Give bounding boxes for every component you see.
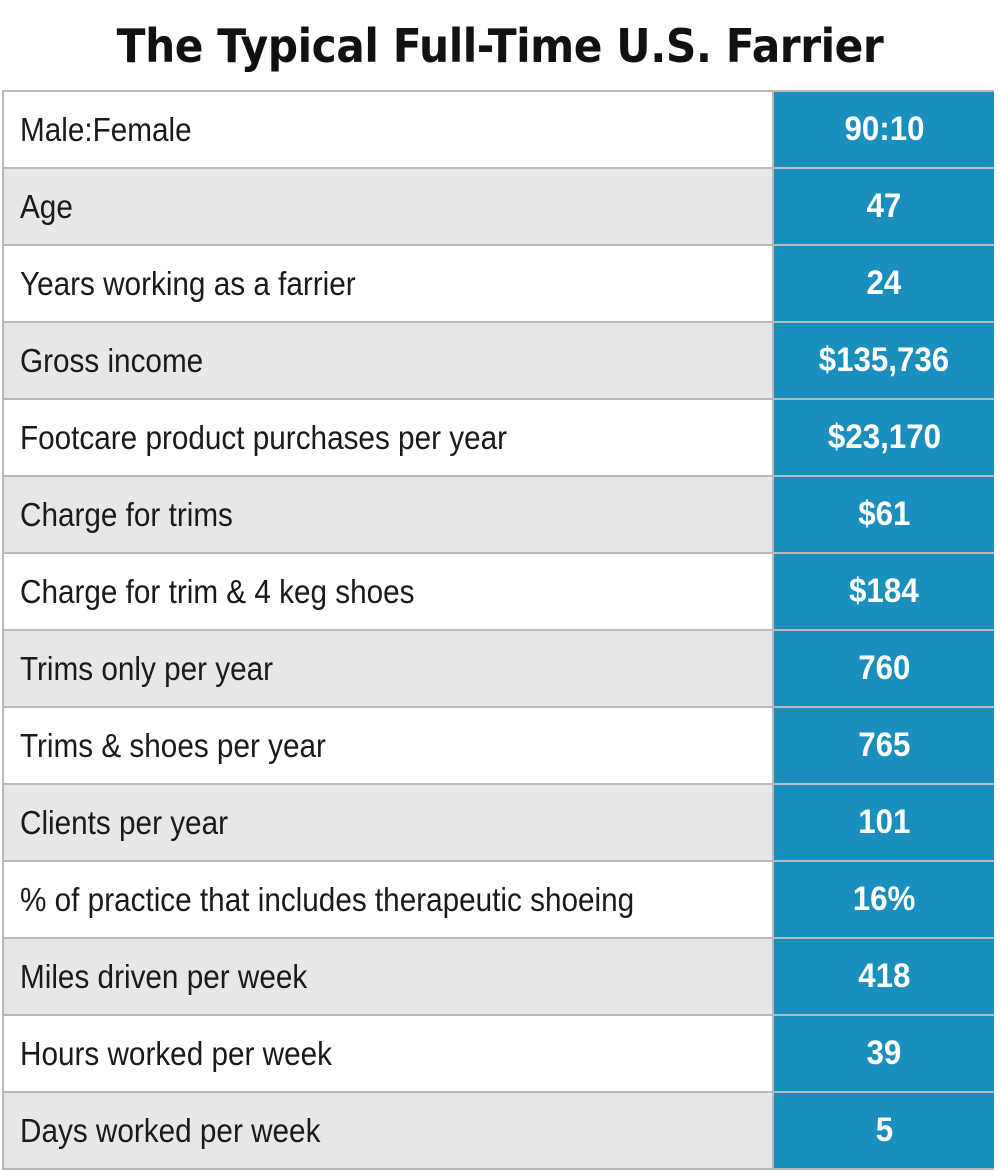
row-label-cell: Days worked per week	[2, 1093, 772, 1168]
row-value-cell: 765	[772, 708, 994, 783]
page-title: The Typical Full-Time U.S. Farrier	[116, 19, 884, 73]
row-value-cell: 47	[772, 169, 994, 244]
table-row: % of practice that includes therapeutic …	[2, 862, 994, 939]
table-row: Years working as a farrier 24	[2, 246, 994, 323]
row-value: 101	[857, 803, 911, 841]
row-label: Hours worked per week	[20, 1034, 332, 1072]
row-value: 16%	[852, 880, 916, 918]
row-label-cell: Footcare product purchases per year	[2, 400, 772, 475]
row-label: Miles driven per week	[20, 957, 308, 995]
row-label-cell: Male:Female	[2, 92, 772, 167]
table-row: Gross income $135,736	[2, 323, 994, 400]
row-label: Gross income	[20, 341, 204, 379]
row-label-cell: Trims & shoes per year	[2, 708, 772, 783]
table-row: Footcare product purchases per year $23,…	[2, 400, 994, 477]
row-value: 90:10	[843, 110, 925, 148]
row-label: % of practice that includes therapeutic …	[20, 880, 635, 918]
row-label: Trims & shoes per year	[20, 726, 326, 764]
row-label-cell: Clients per year	[2, 785, 772, 860]
row-label: Male:Female	[20, 110, 192, 148]
row-label-cell: Charge for trims	[2, 477, 772, 552]
row-label: Years working as a farrier	[20, 264, 356, 302]
table-row: Age 47	[2, 169, 994, 246]
table-row: Male:Female 90:10	[2, 92, 994, 169]
row-label: Footcare product purchases per year	[20, 418, 508, 456]
row-value: 760	[857, 649, 911, 687]
table-row: Trims & shoes per year 765	[2, 708, 994, 785]
table-row: Charge for trims $61	[2, 477, 994, 554]
row-value: 47	[866, 187, 902, 225]
row-label-cell: Age	[2, 169, 772, 244]
row-value: $23,170	[827, 418, 941, 456]
row-value: $184	[849, 572, 919, 610]
row-value-cell: 101	[772, 785, 994, 860]
row-value: 24	[866, 264, 902, 302]
row-label-cell: Years working as a farrier	[2, 246, 772, 321]
row-value: $61	[857, 495, 911, 533]
row-label-cell: Gross income	[2, 323, 772, 398]
row-label: Trims only per year	[20, 649, 274, 687]
row-value-cell: 39	[772, 1016, 994, 1091]
row-label: Days worked per week	[20, 1111, 321, 1149]
row-value: 39	[866, 1034, 902, 1072]
row-value-cell: $184	[772, 554, 994, 629]
row-label: Charge for trims	[20, 495, 233, 533]
row-label: Charge for trim & 4 keg shoes	[20, 572, 415, 610]
table-row: Clients per year 101	[2, 785, 994, 862]
row-value-cell: $61	[772, 477, 994, 552]
row-value-cell: 24	[772, 246, 994, 321]
row-label-cell: Hours worked per week	[2, 1016, 772, 1091]
table-row: Charge for trim & 4 keg shoes $184	[2, 554, 994, 631]
row-value: $135,736	[818, 341, 950, 379]
row-label: Clients per year	[20, 803, 228, 841]
row-value: 418	[857, 957, 911, 995]
table-row: Trims only per year 760	[2, 631, 994, 708]
row-value-cell: 5	[772, 1093, 994, 1168]
row-label-cell: Miles driven per week	[2, 939, 772, 1014]
row-label-cell: Charge for trim & 4 keg shoes	[2, 554, 772, 629]
table-row: Hours worked per week 39	[2, 1016, 994, 1093]
row-value-cell: 418	[772, 939, 994, 1014]
stats-table: Male:Female 90:10 Age 47 Years working a…	[2, 90, 994, 1170]
row-value: 5	[875, 1111, 893, 1149]
row-value-cell: $135,736	[772, 323, 994, 398]
table-row: Miles driven per week 418	[2, 939, 994, 1016]
table-row: Days worked per week 5	[2, 1093, 994, 1170]
row-value-cell: $23,170	[772, 400, 994, 475]
row-label-cell: Trims only per year	[2, 631, 772, 706]
row-label-cell: % of practice that includes therapeutic …	[2, 862, 772, 937]
row-value-cell: 90:10	[772, 92, 994, 167]
row-label: Age	[20, 187, 73, 225]
row-value: 765	[857, 726, 911, 764]
row-value-cell: 760	[772, 631, 994, 706]
row-value-cell: 16%	[772, 862, 994, 937]
